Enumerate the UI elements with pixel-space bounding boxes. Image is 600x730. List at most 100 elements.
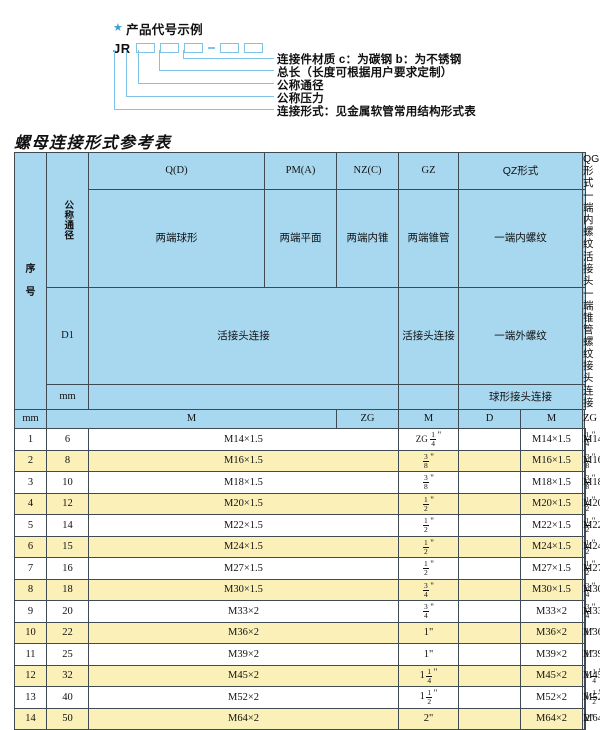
cell-sequence: 4 [14,492,47,516]
cell-nominal-diameter: 40 [46,686,89,709]
cell-qz-m [458,449,521,473]
cell-sequence: 13 [14,686,47,709]
cell-qz-m [458,643,521,666]
cell-qg-zg: 1 2 " [583,514,595,537]
cell-qz-d: M64×2 [520,707,583,730]
cell-qz-d: M45×2 [520,664,583,688]
cell-thread-m: M39×2 [88,643,399,666]
header-unit-qz-m: M [398,409,459,430]
cell-gz-zg: 1 1 4 " [398,664,459,688]
code-box-1 [135,43,155,53]
cell-gz-zg: ZG 1 4 " [398,428,459,451]
header-dn-d1: D1 [46,286,89,386]
cell-sequence: 1 [14,428,47,451]
cell-qg-zg: 1" [583,643,594,666]
cell-qz-m [458,471,521,494]
header-desc-qz-2: 一端外螺纹 [458,286,583,386]
cell-qz-m [458,535,521,559]
cell-sequence: 5 [14,514,47,537]
cell-sequence: 10 [14,621,47,645]
header-desc-qg-2: 一端锥管螺纹接头 [582,286,594,386]
cell-gz-zg: 1" [398,621,459,645]
cell-qg-zg: 3 4 " [583,600,595,623]
cell-qg-zg: 114" [583,664,600,688]
code-box-3 [183,43,203,53]
cell-qz-m [458,514,521,537]
header-desc-qg-3: 连接 [582,384,594,411]
annotation-material: 连接件材质 c：为碳钢 b：为不锈钢 [277,54,462,66]
table-body: 16M14×1.5ZG14"M14×1.5M14×1.514"28M16×1.5… [14,428,600,730]
header-unit-qg-zg: ZG [582,409,597,430]
cell-gz-zg: 1 2 " [398,557,459,580]
header-desc-qz-1: 一端内螺纹 [458,189,583,288]
cell-qz-d: M18×1.5 [520,471,583,494]
header-unit-gz-zg: ZG [336,409,399,430]
cell-qg-zg: 2" [583,707,594,730]
cell-thread-m: M33×2 [88,600,399,623]
header-row-desc1: 两端球形 两端平面 两端内锥 两端锥管 一端内螺纹 一端内螺纹活接头 [15,189,594,288]
header-row-units: mm M ZG M D M ZG [14,409,597,430]
header-group-gz: GZ [398,151,459,191]
header-empty-union [88,384,399,411]
leader-line-connection-vertical [114,50,116,110]
cell-qz-m [458,664,521,688]
cell-nominal-diameter: 12 [46,492,89,516]
cell-sequence: 3 [14,471,47,494]
header-sequence-line2: 号 [25,286,36,298]
cell-nominal-diameter: 14 [46,514,89,537]
cell-nominal-diameter: 25 [46,643,89,666]
leader-line-diameter-horizontal [138,83,274,85]
cell-gz-zg: 3 4 " [398,578,459,602]
product-code-diagram: ★ 产品代号示例 JR 连接件材质 c：为碳钢 b：为不锈钢 总长（长度可根据用… [0,0,600,128]
cell-qg-zg: 1" [583,621,594,645]
header-desc-qz-3: 球形接头连接 [458,384,583,411]
cell-nominal-diameter: 16 [46,557,89,580]
cell-qz-d: M22×1.5 [520,514,583,537]
table-title: 螺母连接形式参考表 [14,135,172,152]
cell-sequence: 2 [14,449,47,473]
cell-qz-d: M24×1.5 [520,535,583,559]
header-unit-qg-m: M [520,409,583,430]
annotation-nominal-diameter: 公称通径 [277,80,324,92]
header-desc-qd: 两端球形 [88,189,265,288]
cell-gz-zg: 3 8 " [398,471,459,494]
cell-sequence: 14 [14,707,47,730]
cell-thread-m: M64×2 [88,707,399,730]
header-group-pma: PM(A) [264,151,337,191]
cell-nominal-diameter: 18 [46,578,89,602]
cell-qg-zg: 1 2 " [583,557,595,580]
code-dash-separator [207,47,215,49]
cell-thread-m: M24×1.5 [88,535,399,559]
cell-qg-zg: 1 2 " [583,492,595,516]
cell-qg-zg: 3 8 " [583,471,595,494]
table-header: 序 号 公称通径 Q(D) PM(A) NZ(C) GZ QZ形式 QG形式 两… [14,151,599,430]
leader-line-pressure-vertical [126,50,128,97]
header-unit-mm: mm [14,409,47,430]
product-code-heading-text: 产品代号示例 [126,23,203,37]
product-code-heading: ★ 产品代号示例 [113,19,203,38]
cell-sequence: 12 [14,664,47,688]
cell-thread-m: M27×1.5 [88,557,399,580]
cell-nominal-diameter: 6 [46,428,89,451]
cell-qz-m [458,686,521,709]
cell-qz-m [458,578,521,602]
header-nominal-diameter-label: 公称通径 [62,199,74,240]
header-desc-pma: 两端平面 [264,189,337,288]
cell-sequence: 9 [14,600,47,623]
leader-line-pressure-horizontal [126,96,274,98]
header-unit-m-shared: M [46,409,337,430]
cell-qz-m [458,557,521,580]
cell-qg-zg: 1 2 " [583,535,595,559]
code-box-5 [243,43,263,53]
cell-sequence: 6 [14,535,47,559]
cell-gz-zg: 1 2 " [398,492,459,516]
